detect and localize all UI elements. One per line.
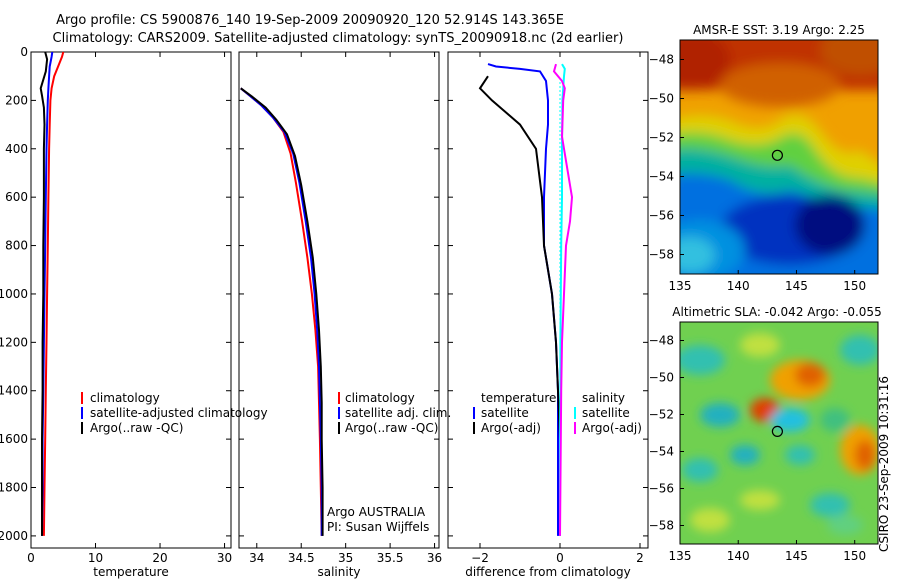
legend-label-sal-satellite: satellite <box>582 406 630 420</box>
x-tick-label: 34.5 <box>288 551 315 565</box>
sst-heatmap <box>680 40 878 274</box>
legend-label-argo: Argo(..raw -QC) <box>90 421 183 435</box>
legend-title-salinity: salinity <box>582 391 625 405</box>
series-line-satellite-adj-clim <box>240 87 323 536</box>
sst-map-frame <box>679 39 879 275</box>
x-tick-label: 35 <box>338 551 353 565</box>
y-tick-label: 200 <box>5 93 28 107</box>
temperature-legend: climatology satellite-adjusted climatolo… <box>81 391 268 435</box>
x-tick-label: 20 <box>152 551 167 565</box>
series-line-climatology <box>240 87 323 536</box>
series-line-argo-raw-qc <box>240 87 324 536</box>
map-y-tick-label: −56 <box>649 209 674 223</box>
series-line-argo-raw-qc <box>39 51 49 536</box>
temperature-series <box>39 51 65 536</box>
x-tick-label: 36 <box>427 551 442 565</box>
map-y-tick-label: −56 <box>649 482 674 496</box>
legend-label-sal-argo: Argo(-adj) <box>582 421 642 435</box>
map-x-tick-label: 150 <box>843 279 866 293</box>
x-tick-label: 0 <box>27 551 35 565</box>
y-tick-label: 1200 <box>0 335 28 349</box>
legend-label-argo: Argo(..raw -QC) <box>345 421 438 435</box>
argo-float-marker <box>771 149 784 161</box>
difference-plot-frame <box>447 51 649 549</box>
sst-map-panel: AMSR-E SST: 3.19 Argo: 2.25 135 140 145 150… <box>649 23 879 293</box>
x-tick-label: 0 <box>556 551 564 565</box>
legend-title-temperature: temperature <box>481 391 556 405</box>
map-y-tick-label: −48 <box>649 334 674 348</box>
header-line-2: Climatology: CARS2009. Satellite-adjuste… <box>53 31 624 46</box>
sla-map-frame <box>679 321 879 545</box>
map-x-tick-label: 145 <box>785 279 808 293</box>
map-x-tick-label: 135 <box>669 549 692 563</box>
map-y-tick-label: −58 <box>649 248 674 262</box>
map-y-tick-label: −54 <box>649 445 674 459</box>
salinity-plot-frame <box>238 51 440 549</box>
x-tick-label: 10 <box>88 551 103 565</box>
header-line-1: Argo profile: CS 5900876_140 19-Sep-2009… <box>56 13 564 28</box>
y-tick-label: 1800 <box>0 481 28 495</box>
legend-label-temp-argo: Argo(-adj) <box>481 421 541 435</box>
map-y-tick-label: −50 <box>649 371 674 385</box>
float-annotation-line1: Argo AUSTRALIA <box>327 505 426 519</box>
series-line-salinity-argo-adj <box>552 63 574 536</box>
side-timestamp: CSIRO 23-Sep-2009 10:31:16 <box>877 376 891 552</box>
float-annotation-line2: PI: Susan Wijffels <box>327 520 429 534</box>
map-x-tick-label: 140 <box>727 549 750 563</box>
temperature-xlabel: temperature <box>93 565 168 579</box>
y-tick-label: 800 <box>5 239 28 253</box>
sst-map-title: AMSR-E SST: 3.19 Argo: 2.25 <box>693 23 865 37</box>
map-x-tick-label: 150 <box>843 549 866 563</box>
temperature-plot-frame <box>30 51 232 549</box>
x-tick-label: 34 <box>249 551 264 565</box>
map-x-tick-label: 145 <box>785 549 808 563</box>
y-tick-label: 600 <box>5 190 28 204</box>
x-tick-label: 30 <box>217 551 232 565</box>
sla-map-title: Altimetric SLA: -0.042 Argo: -0.055 <box>672 305 881 319</box>
y-tick-label: 400 <box>5 142 28 156</box>
x-tick-label: −2 <box>471 551 489 565</box>
series-line-climatology <box>42 51 65 536</box>
map-y-tick-label: −52 <box>649 408 674 422</box>
argo-float-marker <box>771 425 784 437</box>
series-line-temperature-satellite <box>487 63 559 536</box>
legend-label-climatology: climatology <box>90 391 160 405</box>
sla-map-panel: Altimetric SLA: -0.042 Argo: -0.055 <box>649 305 882 563</box>
salinity-series <box>240 87 324 536</box>
salinity-legend: climatology satellite adj. clim. Argo(..… <box>338 391 451 435</box>
legend-label-satellite: satellite-adjusted climatology <box>90 406 268 420</box>
map-y-tick-label: −52 <box>649 131 674 145</box>
y-tick-label: 1400 <box>0 384 28 398</box>
map-y-tick-label: −48 <box>649 53 674 67</box>
legend-label-satellite: satellite adj. clim. <box>345 406 451 420</box>
y-tick-label: 1600 <box>0 432 28 446</box>
y-tick-label: 2000 <box>0 529 28 543</box>
difference-xlabel: difference from climatology <box>465 565 631 579</box>
legend-label-temp-satellite: satellite <box>481 406 529 420</box>
difference-panel: −2 0 2 temperature satellite Argo(-adj) sa… <box>447 51 649 579</box>
sla-heatmap <box>680 322 878 544</box>
temperature-panel: 0 10 20 30 0 200 400 600 800 1000 1200 1400 1600 1800… <box>0 45 268 579</box>
map-y-tick-label: −50 <box>649 92 674 106</box>
map-x-tick-label: 140 <box>727 279 750 293</box>
salinity-panel: 34 34.5 35 35.5 36 climatology satellite adj… <box>238 51 451 579</box>
difference-series <box>478 63 574 536</box>
y-tick-label: 1000 <box>0 287 28 301</box>
x-tick-label: 35.5 <box>377 551 404 565</box>
legend-label-climatology: climatology <box>345 391 415 405</box>
series-line-temperature-argo-adj <box>478 75 561 536</box>
y-tick-label: 0 <box>20 45 28 59</box>
salinity-xlabel: salinity <box>317 565 360 579</box>
x-tick-label: 2 <box>636 551 644 565</box>
map-x-tick-label: 135 <box>669 279 692 293</box>
map-y-tick-label: −54 <box>649 170 674 184</box>
map-y-tick-label: −58 <box>649 519 674 533</box>
difference-legend: temperature satellite Argo(-adj) salinit… <box>473 391 642 435</box>
